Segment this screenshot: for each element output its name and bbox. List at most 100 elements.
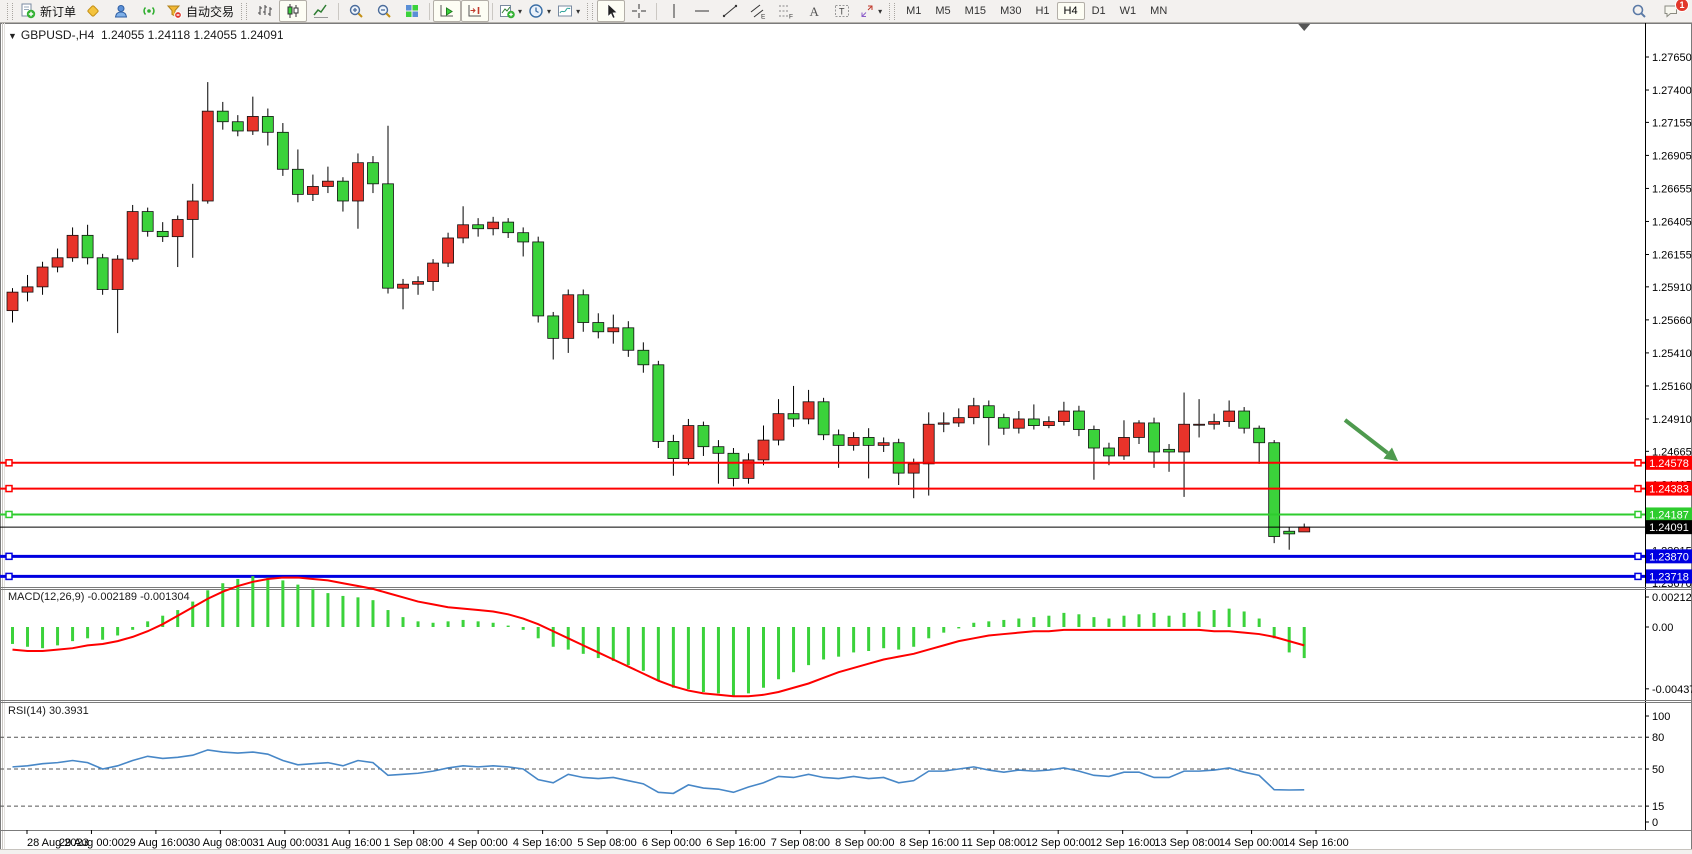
svg-text:8 Sep 16:00: 8 Sep 16:00	[900, 837, 959, 849]
toolbar-grip[interactable]	[889, 2, 896, 20]
timeframe-MN[interactable]: MN	[1150, 5, 1168, 17]
zoom-in-icon	[348, 3, 364, 19]
svg-text:31 Aug 16:00: 31 Aug 16:00	[317, 837, 382, 849]
svg-text:1.26405: 1.26405	[1652, 216, 1692, 228]
svg-text:1.25660: 1.25660	[1652, 315, 1692, 327]
macd-value-signal: -0.001304	[140, 591, 190, 603]
timeframe-H4[interactable]: H4	[1056, 2, 1085, 20]
auto-scroll-button[interactable]	[433, 0, 462, 22]
timeframe-M1[interactable]: M1	[906, 5, 922, 17]
chart-svg[interactable]: 1.27650 1.27400 1.27155 1.26905 1.26655 1.264…	[0, 23, 1692, 854]
svg-text:1.27400: 1.27400	[1652, 85, 1692, 97]
candlestick-icon	[285, 3, 301, 19]
terminal-button[interactable]	[107, 0, 135, 22]
chevron-down-icon[interactable]: ▾	[576, 6, 581, 16]
svg-text:1.24091: 1.24091	[1649, 522, 1689, 534]
svg-text:1.27650: 1.27650	[1652, 52, 1692, 64]
svg-text:1.24665: 1.24665	[1652, 446, 1692, 458]
chart-ohlc-values: 1.24055 1.24118 1.24055 1.24091	[100, 28, 284, 42]
svg-text:0: 0	[1652, 817, 1658, 829]
svg-text:80: 80	[1652, 732, 1664, 744]
svg-text:T: T	[839, 7, 845, 17]
macd-indicator-header: MACD(12,26,9) -0.002189 -0.001304	[8, 591, 190, 603]
timeframe-H1[interactable]: H1	[1035, 5, 1050, 17]
candlestick-button[interactable]	[279, 0, 308, 22]
chart-shift-icon	[467, 3, 483, 19]
equidistant-channel-button[interactable]: E	[744, 0, 772, 22]
metaeditor-button[interactable]	[79, 0, 107, 22]
text-icon: A	[806, 3, 822, 19]
toolbar-grip[interactable]	[7, 2, 13, 20]
trendline-button[interactable]	[716, 0, 744, 22]
timeframe-W1[interactable]: W1	[1119, 5, 1137, 17]
bar-chart-icon	[257, 3, 273, 19]
chevron-down-icon[interactable]: ▾	[547, 6, 552, 16]
zoom-in-button[interactable]	[342, 0, 370, 22]
svg-text:1.24910: 1.24910	[1652, 414, 1692, 426]
timeframe-M30[interactable]: M30	[1000, 5, 1022, 17]
templates-button[interactable]: ▾	[554, 0, 583, 22]
line-chart-button[interactable]	[307, 0, 335, 22]
svg-text:1.25910: 1.25910	[1652, 282, 1692, 294]
text-label-button[interactable]: T	[828, 0, 856, 22]
toolbar-grip[interactable]	[241, 2, 248, 20]
metaeditor-icon	[85, 3, 101, 19]
svg-text:31 Aug 00:00: 31 Aug 00:00	[252, 837, 317, 849]
new-order-label: 新订单	[40, 4, 77, 19]
signals-button[interactable]	[135, 0, 163, 22]
svg-text:A: A	[810, 4, 820, 19]
horizontal-line-button[interactable]	[688, 0, 716, 22]
vertical-line-button[interactable]	[660, 0, 688, 22]
main-toolbar: 新订单 自动交易 ▾ ▾ ▾ E F A T ▾ M1 M5 M15 M30 H1 H4 D1 W1 MN 1	[0, 0, 1692, 23]
periods-button[interactable]: ▾	[525, 0, 554, 22]
chart-title-dropdown-icon[interactable]: ▼	[8, 31, 17, 41]
svg-text:5 Sep 08:00: 5 Sep 08:00	[577, 837, 636, 849]
autotrading-icon	[166, 3, 182, 19]
svg-text:1.26905: 1.26905	[1652, 150, 1692, 162]
svg-text:1.24383: 1.24383	[1649, 484, 1689, 496]
fibonacci-icon: F	[778, 3, 794, 19]
svg-text:4 Sep 00:00: 4 Sep 00:00	[448, 837, 507, 849]
auto-scroll-icon	[439, 3, 455, 19]
periods-icon	[528, 3, 544, 19]
chevron-down-icon[interactable]: ▾	[518, 6, 523, 16]
svg-text:12 Sep 16:00: 12 Sep 16:00	[1090, 837, 1155, 849]
equidistant-channel-icon: E	[750, 3, 766, 19]
svg-text:1.24578: 1.24578	[1649, 458, 1689, 470]
timeframe-D1[interactable]: D1	[1091, 5, 1106, 17]
chart-shift-button[interactable]	[461, 0, 490, 22]
toolbar-separator	[429, 2, 431, 20]
svg-text:14 Sep 00:00: 14 Sep 00:00	[1219, 837, 1284, 849]
text-label-icon: T	[834, 3, 850, 19]
crosshair-button[interactable]	[625, 0, 653, 22]
macd-value-main: -0.002189	[87, 591, 138, 603]
timeframe-M5[interactable]: M5	[935, 5, 951, 17]
terminal-icon	[113, 3, 129, 19]
line-chart-icon	[313, 3, 329, 19]
status-bar	[0, 849, 1692, 854]
cursor-button[interactable]	[597, 0, 626, 22]
bar-chart-button[interactable]	[251, 0, 279, 22]
chat-button[interactable]: 1	[1657, 0, 1689, 22]
chevron-down-icon[interactable]: ▾	[878, 6, 883, 16]
zoom-out-button[interactable]	[370, 0, 398, 22]
toolbar-separator	[492, 2, 494, 20]
indicators-button[interactable]: ▾	[496, 0, 525, 22]
toolbar-grip[interactable]	[587, 2, 594, 20]
search-button[interactable]	[1625, 0, 1653, 22]
svg-text:7 Sep 08:00: 7 Sep 08:00	[771, 837, 830, 849]
svg-text:1.26655: 1.26655	[1652, 183, 1692, 195]
timeframe-M15[interactable]: M15	[964, 5, 987, 17]
tile-windows-button[interactable]	[398, 0, 426, 22]
templates-icon	[557, 3, 573, 19]
chart-canvas[interactable]: 1.27650 1.27400 1.27155 1.26905 1.26655 1.264…	[0, 23, 1692, 854]
new-order-button[interactable]: 新订单	[17, 0, 79, 22]
text-button[interactable]: A	[800, 0, 828, 22]
svg-text:1.26155: 1.26155	[1652, 249, 1692, 261]
autotrading-button[interactable]: 自动交易	[163, 0, 237, 22]
arrows-button[interactable]: ▾	[856, 0, 885, 22]
chart-title: ▼ GBPUSD-,H4 1.24055 1.24118 1.24055 1.24…	[8, 28, 284, 42]
svg-text:1.27155: 1.27155	[1652, 117, 1692, 129]
svg-text:30 Aug 08:00: 30 Aug 08:00	[188, 837, 253, 849]
fibonacci-button[interactable]: F	[772, 0, 800, 22]
